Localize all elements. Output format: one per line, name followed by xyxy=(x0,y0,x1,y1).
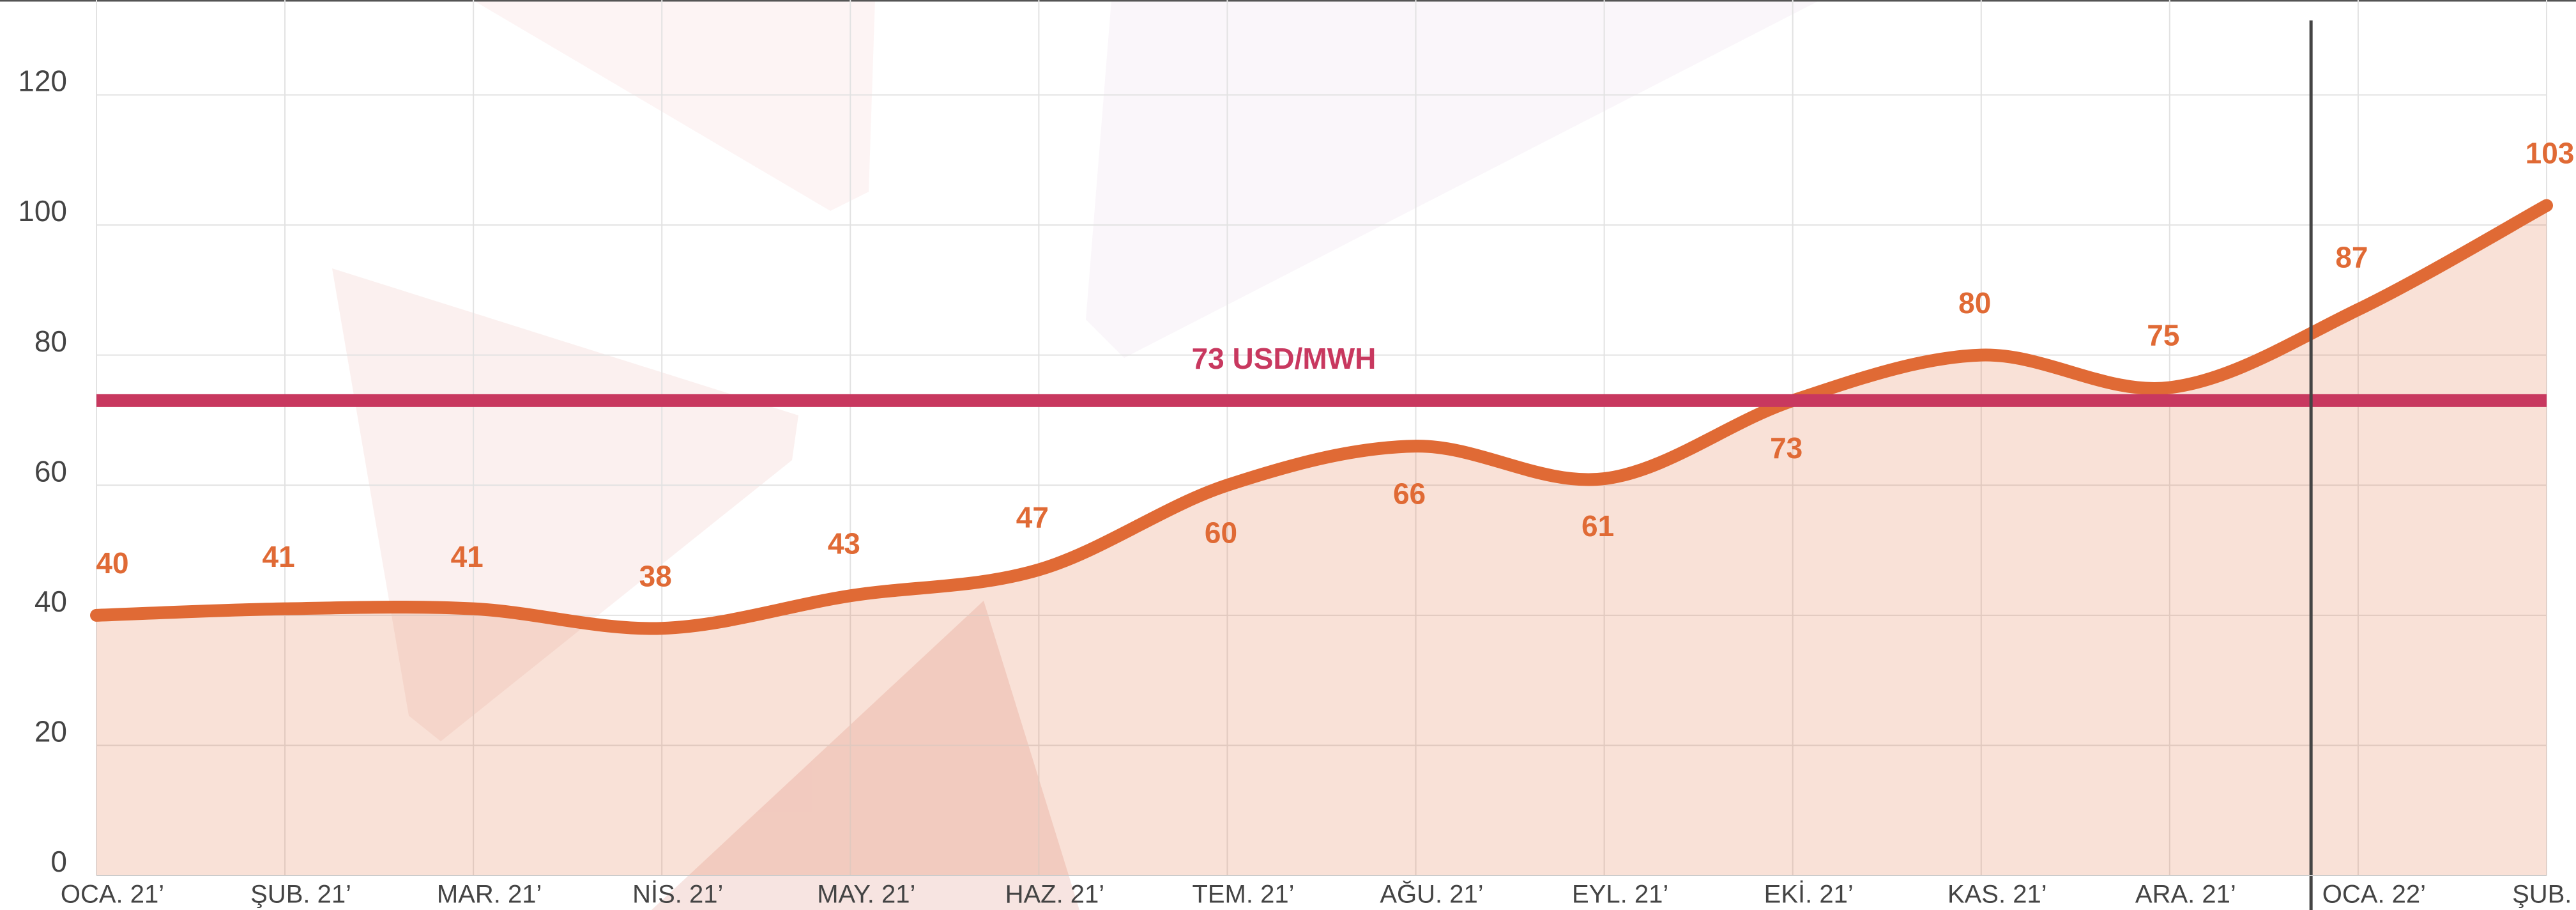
area xyxy=(96,205,2547,875)
x-tick-label: TEM. 21’ xyxy=(1192,881,1294,909)
reference-label: 73 USD/MWH xyxy=(1192,342,1376,375)
x-tick-label: AĞU. 21’ xyxy=(1380,880,1483,909)
x-tick-label: MAY. 21’ xyxy=(817,881,915,909)
x-tick-label: ŞUB. 22’ xyxy=(2512,881,2576,909)
y-tick-label: 120 xyxy=(18,65,67,98)
data-label: 73 xyxy=(1770,431,1802,465)
x-tick-label: OCA. 21’ xyxy=(61,881,164,909)
data-label: 41 xyxy=(451,540,484,573)
x-tick-label: NİS. 21’ xyxy=(632,880,723,909)
x-tick-label: EKİ. 21’ xyxy=(1764,880,1854,909)
x-tick-label: KAS. 21’ xyxy=(1947,881,2047,909)
data-label: 66 xyxy=(1393,477,1426,510)
line xyxy=(90,199,2553,635)
data-label: 38 xyxy=(639,559,672,592)
data-label: 87 xyxy=(2335,241,2368,274)
y-tick-label: 20 xyxy=(34,715,67,748)
data-label: 47 xyxy=(1016,501,1049,534)
y-tick-label: 40 xyxy=(34,585,67,618)
x-tick-label: ŞUB. 21’ xyxy=(250,881,351,909)
y-tick-label: 60 xyxy=(34,454,67,488)
x-tick-label: MAR. 21’ xyxy=(437,881,542,909)
data-label: 75 xyxy=(2147,319,2179,352)
y-tick-label: 80 xyxy=(34,325,67,358)
data-label: 43 xyxy=(828,527,860,560)
data-label: 61 xyxy=(1581,509,1614,543)
y-tick-label: 0 xyxy=(50,845,67,878)
data-label: 41 xyxy=(262,540,294,573)
x-tick-label: OCA. 22’ xyxy=(2322,881,2426,909)
background-decoration xyxy=(332,0,1820,910)
x-tick-label: ARA. 21’ xyxy=(2135,881,2236,909)
x-tick-label: EYL. 21’ xyxy=(1572,881,1668,909)
data-label: 103 xyxy=(2526,137,2575,170)
data-label: 60 xyxy=(1205,516,1237,549)
data-label: 40 xyxy=(96,546,128,580)
x-tick-label: HAZ. 21’ xyxy=(1005,881,1105,909)
y-tick-label: 100 xyxy=(18,194,67,228)
data-label: 80 xyxy=(1958,286,1991,320)
